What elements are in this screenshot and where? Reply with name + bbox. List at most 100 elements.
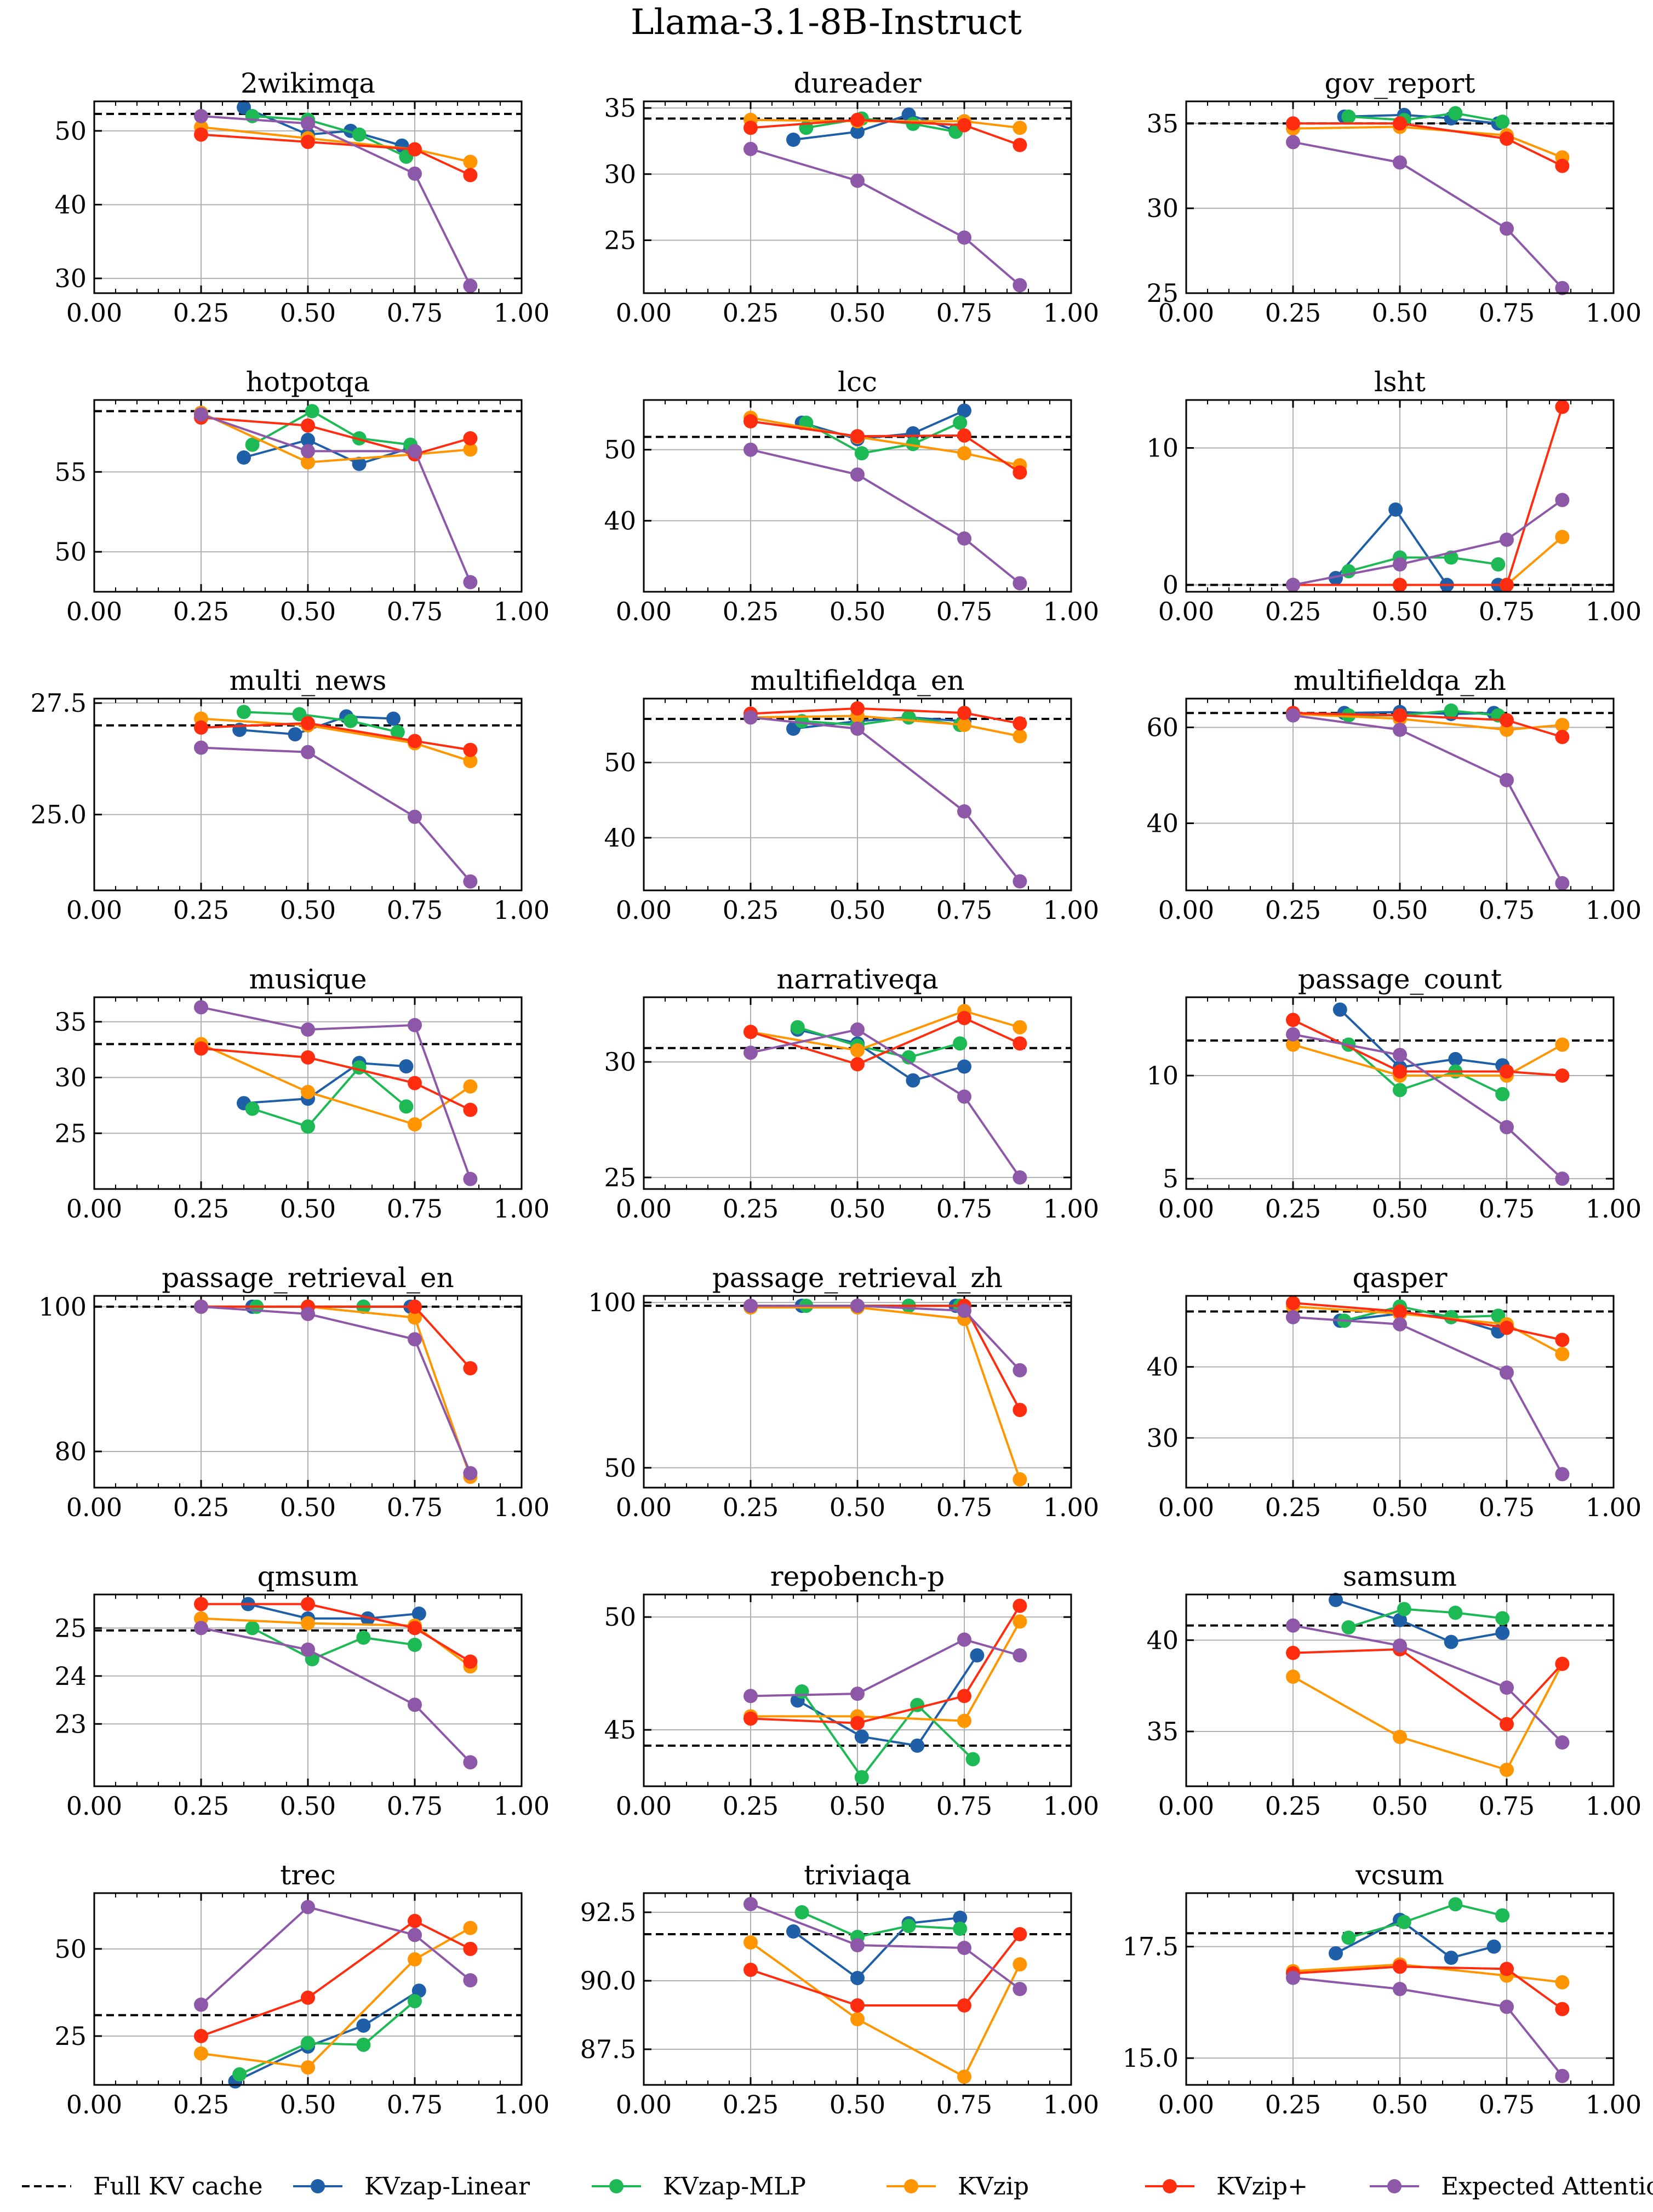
data-point bbox=[957, 706, 971, 721]
series-line bbox=[243, 711, 398, 733]
data-point bbox=[743, 414, 758, 428]
series-line bbox=[1293, 406, 1564, 586]
axes-frame bbox=[1185, 1892, 1615, 2086]
data-point bbox=[850, 1043, 865, 1058]
y-tick-label: 90.0 bbox=[580, 1966, 636, 1996]
series-kvzip-plus bbox=[1286, 1013, 1570, 1083]
x-tick-label: 0.00 bbox=[66, 895, 122, 925]
data-point bbox=[957, 403, 971, 418]
y-tick-label: 25 bbox=[54, 2021, 87, 2051]
data-point bbox=[850, 701, 865, 716]
subplot-title: gov_report bbox=[1325, 67, 1475, 99]
subplot-title: hotpotqa bbox=[246, 366, 370, 398]
data-point bbox=[1500, 773, 1514, 787]
data-point bbox=[1555, 2068, 1570, 2083]
series-line bbox=[1344, 1305, 1498, 1322]
series-line bbox=[1292, 1301, 1563, 1341]
x-tick-label: 0.25 bbox=[723, 597, 779, 626]
data-point bbox=[301, 116, 315, 131]
series-kvzip-plus bbox=[194, 716, 478, 757]
data-point bbox=[292, 707, 307, 722]
data-point bbox=[1486, 1939, 1501, 1954]
data-point bbox=[408, 1952, 422, 1967]
data-point bbox=[1329, 1946, 1343, 1960]
data-point bbox=[850, 1022, 865, 1037]
data-point bbox=[1500, 132, 1514, 146]
subplot-title: lcc bbox=[838, 366, 877, 398]
series-kvzip-plus bbox=[743, 414, 1027, 480]
data-point bbox=[245, 437, 260, 452]
data-point bbox=[957, 230, 971, 245]
series-line bbox=[201, 717, 471, 762]
data-point bbox=[463, 1973, 478, 1988]
data-point bbox=[1555, 1171, 1570, 1186]
y-tick-label: 30 bbox=[604, 159, 636, 189]
data-point bbox=[743, 1689, 758, 1704]
x-tick-label: 0.00 bbox=[1158, 1791, 1214, 1821]
data-point bbox=[408, 1928, 422, 1942]
data-point bbox=[301, 1119, 315, 1134]
legend-item-kvzip-plus: KVzip+ bbox=[1145, 2173, 1308, 2200]
x-tick-label: 0.25 bbox=[723, 298, 779, 328]
data-point bbox=[1500, 1962, 1514, 1976]
data-point bbox=[850, 1687, 865, 1701]
data-point bbox=[1500, 1717, 1514, 1731]
subplot-title: narrativeqa bbox=[776, 963, 938, 995]
axes-frame bbox=[93, 996, 523, 1190]
data-point bbox=[743, 1711, 758, 1726]
subplot-title: qmsum bbox=[258, 1561, 359, 1592]
subplot-2wikimqa: 2wikimqa 0.00 0.25 0.50 0.75 1.00 30 40 50 bbox=[54, 67, 550, 328]
subplot-musique: musique 0.00 0.25 0.50 0.75 1.00 25 30 35 bbox=[54, 963, 550, 1224]
x-tick-label: 0.50 bbox=[280, 895, 336, 925]
data-point bbox=[356, 2018, 371, 2033]
y-tick-label: 30 bbox=[604, 1047, 636, 1077]
data-point bbox=[1448, 1051, 1463, 1066]
series-line bbox=[201, 1627, 471, 1763]
data-point bbox=[1013, 1403, 1027, 1417]
series-kvzap-mlp bbox=[1341, 1897, 1510, 1945]
series-line bbox=[201, 126, 471, 163]
subplot-lsht: lsht 0.00 0.25 0.50 0.75 1.00 0 10 bbox=[1146, 366, 1641, 626]
data-point bbox=[850, 1299, 865, 1313]
data-point bbox=[1013, 1363, 1027, 1378]
series-kvzip-plus bbox=[743, 1299, 1027, 1417]
data-point bbox=[399, 1059, 414, 1074]
data-point bbox=[1013, 121, 1027, 135]
subplot-title: repobench-p bbox=[770, 1561, 945, 1592]
data-point bbox=[301, 418, 315, 433]
legend-swatch-marker bbox=[311, 2179, 325, 2193]
series-kvzip bbox=[743, 1300, 1027, 1487]
data-point bbox=[288, 727, 302, 742]
data-point bbox=[408, 1332, 422, 1347]
data-point bbox=[957, 446, 971, 461]
data-point bbox=[1555, 1333, 1570, 1347]
data-point bbox=[1397, 1914, 1411, 1929]
series-expected-attention bbox=[1286, 1027, 1570, 1186]
data-point bbox=[850, 1716, 865, 1730]
data-point bbox=[1555, 876, 1570, 890]
data-point bbox=[1013, 1982, 1027, 1996]
series-line bbox=[750, 1605, 1021, 1724]
data-point bbox=[1341, 109, 1356, 124]
subplot-trec: trec 0.00 0.25 0.50 0.75 1.00 25 50 bbox=[54, 1859, 550, 2119]
series-kvzip-plus bbox=[1286, 116, 1570, 173]
data-point bbox=[399, 1099, 414, 1114]
x-tick-label: 0.25 bbox=[173, 1194, 229, 1224]
data-point bbox=[194, 407, 208, 422]
series-line bbox=[1292, 713, 1563, 731]
x-tick-label: 0.25 bbox=[723, 895, 779, 925]
data-point bbox=[1393, 722, 1407, 737]
series-line bbox=[750, 1903, 1021, 1990]
data-point bbox=[1500, 1763, 1514, 1777]
data-point bbox=[850, 2012, 865, 2026]
x-tick-label: 0.25 bbox=[173, 298, 229, 328]
y-tick-label: 15.0 bbox=[1123, 2043, 1179, 2073]
data-point bbox=[194, 1621, 208, 1636]
data-point bbox=[301, 1616, 315, 1631]
series-line bbox=[750, 147, 1021, 287]
data-point bbox=[743, 710, 758, 725]
data-point bbox=[390, 725, 405, 740]
data-point bbox=[463, 442, 478, 457]
x-tick-label: 1.00 bbox=[1586, 1194, 1641, 1224]
series-kvzip bbox=[1286, 1656, 1570, 1777]
